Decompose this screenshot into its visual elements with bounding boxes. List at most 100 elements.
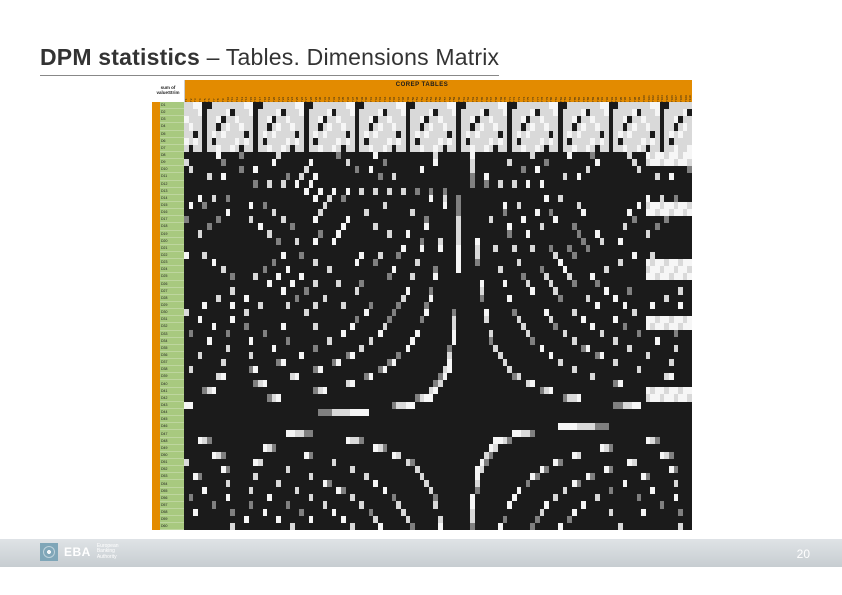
matrix-row-label: D42 <box>160 395 184 402</box>
matrix-row-label: D56 <box>160 495 184 502</box>
matrix-col-label: T68 <box>494 90 499 102</box>
matrix-row-label: D31 <box>160 316 184 323</box>
matrix-row-label: D20 <box>160 238 184 245</box>
footer-bar: EBA European Banking Authority <box>0 539 842 567</box>
matrix-row-label: D12 <box>160 181 184 188</box>
matrix-col-label: T110 <box>688 90 693 102</box>
matrix-col-label: T17 <box>258 90 263 102</box>
matrix-row-label: D57 <box>160 502 184 509</box>
matrix-row-label: D28 <box>160 295 184 302</box>
matrix-row-label: D23 <box>160 259 184 266</box>
matrix-row-label: D18 <box>160 223 184 230</box>
matrix-row-label: D33 <box>160 331 184 338</box>
matrix-col-label: T28 <box>309 90 314 102</box>
matrix-row-label: D16 <box>160 209 184 216</box>
matrix-row-label: D45 <box>160 416 184 423</box>
matrix-row-label: D7 <box>160 145 184 152</box>
matrix-col-label: T25 <box>295 90 300 102</box>
matrix-col-label: T52 <box>420 90 425 102</box>
matrix-col-label: T73 <box>517 90 522 102</box>
matrix-row-label: D36 <box>160 352 184 359</box>
matrix-row-label: D55 <box>160 488 184 495</box>
page-number: 20 <box>797 547 810 561</box>
matrix-col-label: T41 <box>369 90 374 102</box>
matrix-row-label: D8 <box>160 152 184 159</box>
matrix-row-label: D59 <box>160 516 184 523</box>
title-bold: DPM statistics <box>40 44 200 70</box>
matrix-row-label: D30 <box>160 309 184 316</box>
matrix-row-label: D58 <box>160 509 184 516</box>
matrix-row-label: D10 <box>160 166 184 173</box>
matrix-row-label: D29 <box>160 302 184 309</box>
matrix-col-label: T89 <box>591 90 596 102</box>
matrix-col-label: T36 <box>346 90 351 102</box>
matrix-col-label: T57 <box>443 90 448 102</box>
matrix-col-label: T60 <box>457 90 462 102</box>
matrix-row-label: D2 <box>160 109 184 116</box>
matrix-col-label: T12 <box>235 90 240 102</box>
matrix-row-label: D11 <box>160 173 184 180</box>
matrix-row-label: D54 <box>160 480 184 487</box>
eba-logo-abbr: EBA <box>64 545 91 559</box>
matrix-row-label: D44 <box>160 409 184 416</box>
matrix-row-label: D1 <box>160 102 184 109</box>
matrix-row-label: D40 <box>160 380 184 387</box>
matrix-row-label: D26 <box>160 281 184 288</box>
matrix-row-label: D37 <box>160 359 184 366</box>
matrix-row-label: D25 <box>160 273 184 280</box>
eba-logo-icon <box>40 543 58 561</box>
matrix-row-label: D52 <box>160 466 184 473</box>
matrix-col-label: T92 <box>605 90 610 102</box>
matrix-col-label: T76 <box>531 90 536 102</box>
matrix-col-label: T108 <box>679 90 684 102</box>
matrix-col-label: T84 <box>568 90 573 102</box>
matrix-col-label: T100 <box>642 90 647 102</box>
matrix-col-label: T33 <box>332 90 337 102</box>
matrix-col-label: T44 <box>383 90 388 102</box>
matrix-col-label: T97 <box>628 90 633 102</box>
matrix-grid <box>184 102 692 530</box>
matrix: COREP TABLES sum of valueStrim T1T2T3T4T… <box>152 80 692 530</box>
matrix-col-label: T81 <box>554 90 559 102</box>
matrix-col-label: T65 <box>480 90 485 102</box>
slide: DPM statistics – Tables. Dimensions Matr… <box>0 0 842 595</box>
matrix-row-label: D3 <box>160 116 184 123</box>
matrix-row-label: D4 <box>160 123 184 130</box>
matrix-col-label: T49 <box>406 90 411 102</box>
slide-title: DPM statistics – Tables. Dimensions Matr… <box>40 44 499 76</box>
matrix-row-label: D13 <box>160 188 184 195</box>
matrix-row-label: D41 <box>160 388 184 395</box>
matrix-row-label: D24 <box>160 266 184 273</box>
matrix-row-label: D53 <box>160 473 184 480</box>
matrix-row-label: D35 <box>160 345 184 352</box>
matrix-row-header-strip: DIMENSIONS <box>152 102 160 530</box>
matrix-row-label: D14 <box>160 195 184 202</box>
matrix-row-label: D15 <box>160 202 184 209</box>
matrix-top-label: COREP TABLES <box>396 82 448 88</box>
title-rest: Tables. Dimensions Matrix <box>226 44 499 70</box>
matrix-row-label: D22 <box>160 252 184 259</box>
title-sep: – <box>200 44 226 70</box>
matrix-row-label: D38 <box>160 366 184 373</box>
eba-logo-subtitle: European Banking Authority <box>97 544 119 560</box>
matrix-row-label: D50 <box>160 452 184 459</box>
matrix-col-label: T4 <box>198 90 203 102</box>
matrix-row-labels: D1D2D3D4D5D6D7D8D9D10D11D12D13D14D15D16D… <box>160 102 184 530</box>
matrix-row-label: D39 <box>160 373 184 380</box>
eba-logo: EBA European Banking Authority <box>40 543 119 561</box>
matrix-col-label: T9 <box>221 90 226 102</box>
matrix-row-label: D60 <box>160 523 184 530</box>
matrix-row-label: D9 <box>160 159 184 166</box>
matrix-corner-label: sum of valueStrim <box>152 80 185 102</box>
matrix-row-label: D46 <box>160 423 184 430</box>
matrix-row-label: D43 <box>160 402 184 409</box>
matrix-row-label: D47 <box>160 430 184 437</box>
matrix-column-ticks: T1T2T3T4T5T6T7T8T9T10T11T12T13T14T15T16T… <box>184 90 692 102</box>
matrix-col-label: T20 <box>272 90 277 102</box>
matrix-row-label: D51 <box>160 459 184 466</box>
matrix-row-label: D27 <box>160 288 184 295</box>
matrix-col-label: T105 <box>665 90 670 102</box>
matrix-row-label: D17 <box>160 216 184 223</box>
matrix-row-label: D49 <box>160 445 184 452</box>
matrix-row-label: D34 <box>160 338 184 345</box>
